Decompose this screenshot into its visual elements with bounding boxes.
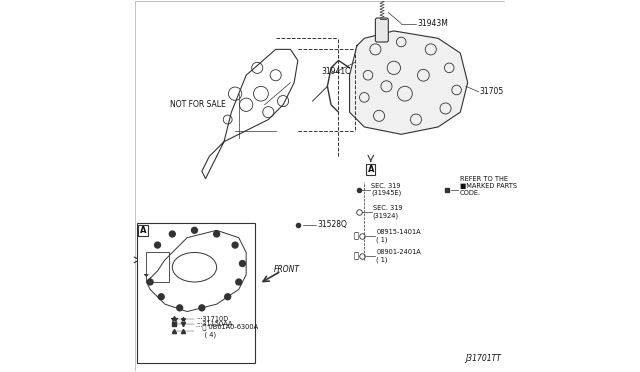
Circle shape	[236, 279, 242, 285]
Text: FRONT: FRONT	[274, 264, 300, 273]
Circle shape	[239, 260, 245, 266]
Text: SEC. 319
(31924): SEC. 319 (31924)	[372, 205, 403, 219]
Text: ···31150AA: ···31150AA	[196, 321, 233, 327]
Circle shape	[199, 305, 205, 311]
Circle shape	[177, 305, 182, 311]
Text: REFER TO THE
■MARKED PARTS
CODE.: REFER TO THE ■MARKED PARTS CODE.	[460, 176, 516, 196]
Text: A: A	[367, 165, 374, 174]
Text: 08915-1401A
( 1): 08915-1401A ( 1)	[376, 229, 421, 243]
Text: NOT FOR SALE: NOT FOR SALE	[170, 100, 226, 109]
Circle shape	[225, 294, 230, 300]
Text: ···Ⓑ 0B61A0-6300A
    ( 4): ···Ⓑ 0B61A0-6300A ( 4)	[196, 324, 259, 338]
Text: J31701TT: J31701TT	[465, 354, 501, 363]
Circle shape	[158, 294, 164, 300]
Circle shape	[214, 231, 220, 237]
Bar	[137, 223, 255, 363]
Text: SEC. 319
(31945E): SEC. 319 (31945E)	[371, 183, 401, 196]
Circle shape	[155, 242, 161, 248]
Bar	[147, 253, 168, 282]
Bar	[138, 225, 148, 236]
Text: ···31710D: ···31710D	[196, 316, 228, 322]
Text: 31943M: 31943M	[417, 19, 448, 28]
Text: Ⓝ: Ⓝ	[353, 251, 358, 261]
Circle shape	[170, 231, 175, 237]
Circle shape	[147, 279, 153, 285]
Text: Ⓥ: Ⓥ	[353, 231, 358, 240]
Text: 31941C: 31941C	[321, 67, 351, 76]
Text: 31705: 31705	[480, 87, 504, 96]
Bar	[366, 164, 376, 175]
Text: 08901-2401A
( 1): 08901-2401A ( 1)	[376, 249, 421, 263]
FancyBboxPatch shape	[376, 18, 388, 42]
Text: 31528Q: 31528Q	[317, 220, 348, 229]
Circle shape	[191, 227, 197, 233]
Polygon shape	[349, 31, 468, 134]
Circle shape	[232, 242, 238, 248]
Text: A: A	[140, 226, 146, 235]
